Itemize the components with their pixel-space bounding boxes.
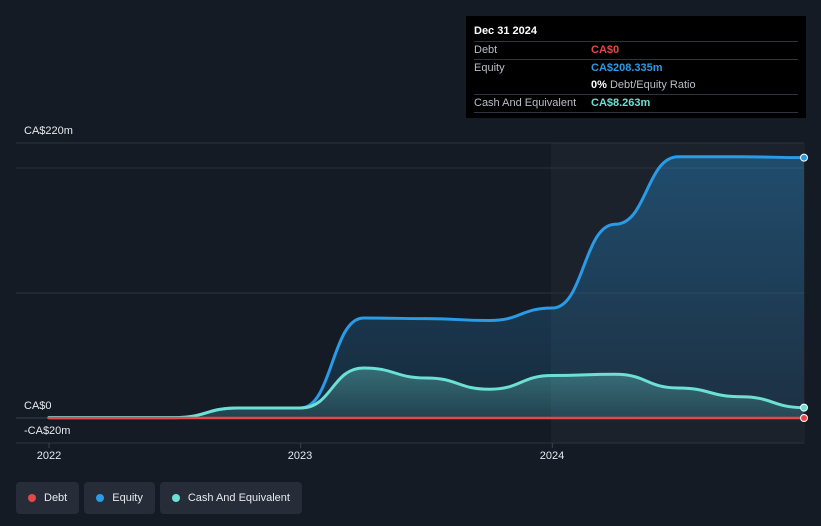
legend-dot-equity [96, 494, 105, 502]
series-line-cash-and-equivalent [47, 366, 806, 420]
x-tick-label-2023: 2023 [287, 450, 313, 462]
legend-dot-cash [171, 494, 180, 502]
y-tick-label-top: CA$220m [24, 125, 73, 137]
legend-item-cash[interactable]: Cash And Equivalent [159, 482, 302, 514]
series-end-marker-equity [800, 153, 808, 162]
tooltip-debt-value: CA$0 [591, 44, 620, 56]
series-area-cash-and-equivalent [49, 368, 804, 418]
y-tick-label-zero: CA$0 [24, 400, 52, 412]
series-areas [49, 156, 804, 418]
tooltip-date: Dec 31 2024 [474, 25, 537, 37]
tooltip-cash-value: CA$8.263m [591, 97, 651, 109]
tooltip-row-ratio: 0% Debt/Equity Ratio [474, 77, 798, 94]
legend-label-debt: Debt [44, 492, 68, 504]
series-lines [47, 155, 806, 420]
tooltip-ratio-value: 0% [591, 79, 607, 91]
tooltip-debt-label: Debt [474, 44, 498, 56]
y-tick-label-bottom: -CA$20m [24, 425, 71, 437]
series-end-marker-debt [800, 414, 808, 422]
legend-dot-debt [28, 494, 36, 502]
x-tick-label-2024: 2024 [539, 450, 565, 462]
legend-label-equity: Equity [112, 492, 143, 504]
legend-item-equity[interactable]: Equity [84, 482, 155, 514]
series-end-marker-cash-and-equivalent [800, 403, 808, 412]
legend-item-debt[interactable]: Debt [16, 482, 80, 514]
series-markers [800, 153, 808, 422]
data-tooltip: Dec 31 2024 Debt CA$0 Equity CA$208.335m… [466, 16, 806, 118]
series-area-equity [49, 156, 804, 418]
tooltip-row-cash: Cash And Equivalent CA$8.263m [474, 94, 798, 112]
tooltip-equity-label: Equity [474, 62, 505, 74]
tooltip-row-equity: Equity CA$208.335m [474, 59, 798, 77]
x-tick-label-2022: 2022 [36, 450, 62, 462]
tooltip-cash-label: Cash And Equivalent [474, 97, 577, 109]
legend-label-cash: Cash And Equivalent [187, 492, 290, 504]
tooltip-row-debt: Debt CA$0 [474, 41, 798, 59]
chart-legend: Debt Equity Cash And Equivalent [16, 482, 302, 514]
tooltip-ratio-label: Debt/Equity Ratio [609, 79, 696, 91]
tooltip-equity-value: CA$208.335m [591, 62, 663, 74]
